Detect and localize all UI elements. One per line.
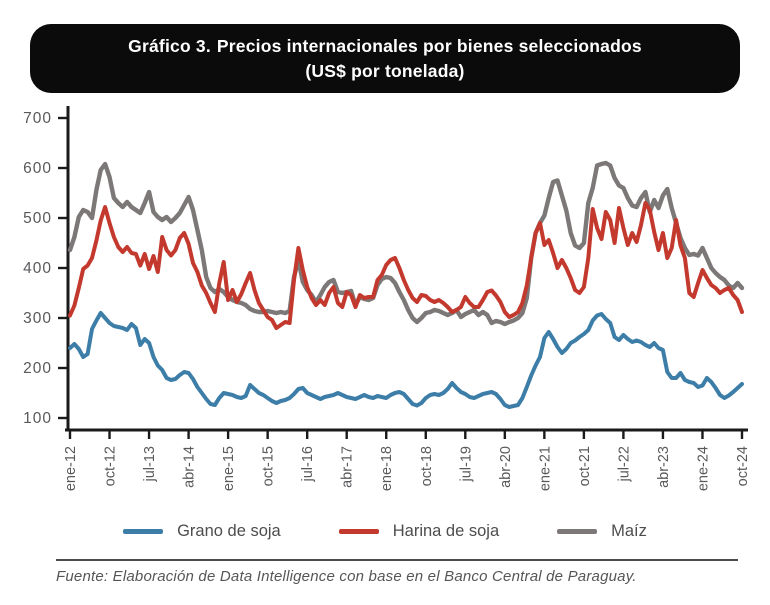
svg-text:oct-15: oct-15	[261, 446, 277, 486]
svg-text:700: 700	[23, 110, 52, 127]
legend-item-maiz: Maíz	[557, 522, 647, 541]
svg-text:abr-17: abr-17	[340, 446, 356, 488]
legend-label: Grano de soja	[177, 521, 281, 540]
grano-de-soja-line-swatch-icon	[123, 528, 164, 534]
svg-text:600: 600	[23, 160, 52, 177]
svg-text:300: 300	[23, 310, 52, 327]
legend-label: Harina de soja	[392, 521, 500, 540]
svg-text:abr-20: abr-20	[498, 446, 514, 488]
chart-legend: Grano de soja Harina de soja Maíz	[0, 514, 770, 548]
svg-text:oct-21: oct-21	[577, 446, 593, 486]
svg-text:jul-22: jul-22	[616, 446, 632, 482]
svg-text:jul-19: jul-19	[458, 446, 474, 482]
source-note: Fuente: Elaboración de Data Intelligence…	[56, 568, 637, 585]
svg-text:ene-21: ene-21	[537, 446, 553, 491]
svg-text:jul-13: jul-13	[142, 446, 158, 482]
svg-text:100: 100	[23, 410, 52, 427]
chart-title: Gráfico 3. Precios internacionales por bi…	[128, 34, 642, 59]
svg-text:200: 200	[23, 360, 52, 377]
harina-de-soja-line-swatch-icon	[338, 528, 379, 534]
legend-item-grano-de-soja: Grano de soja	[123, 522, 281, 541]
svg-text:abr-23: abr-23	[656, 446, 672, 488]
svg-text:abr-14: abr-14	[182, 446, 198, 488]
chart-subtitle: (US$ por tonelada)	[305, 60, 465, 81]
svg-text:oct-24: oct-24	[735, 446, 751, 486]
svg-text:jul-16: jul-16	[300, 446, 316, 482]
svg-text:500: 500	[23, 210, 52, 227]
svg-text:ene-12: ene-12	[63, 446, 79, 491]
svg-text:oct-12: oct-12	[103, 446, 119, 486]
chart-title-prefix: Gráfico 3.	[128, 36, 211, 56]
svg-text:400: 400	[23, 260, 52, 277]
footer-divider	[56, 559, 738, 561]
chart-title-bar: Gráfico 3. Precios internacionales por bi…	[30, 24, 740, 93]
maiz-line-swatch-icon	[557, 528, 598, 534]
svg-text:oct-18: oct-18	[419, 446, 435, 486]
svg-text:ene-24: ene-24	[695, 446, 711, 491]
legend-label: Maíz	[611, 521, 647, 540]
chart-title-text: Precios internacionales por bienes selec…	[216, 36, 642, 56]
svg-text:ene-15: ene-15	[221, 446, 237, 491]
legend-item-harina-de-soja: Harina de soja	[338, 521, 500, 541]
svg-text:ene-18: ene-18	[379, 446, 395, 491]
